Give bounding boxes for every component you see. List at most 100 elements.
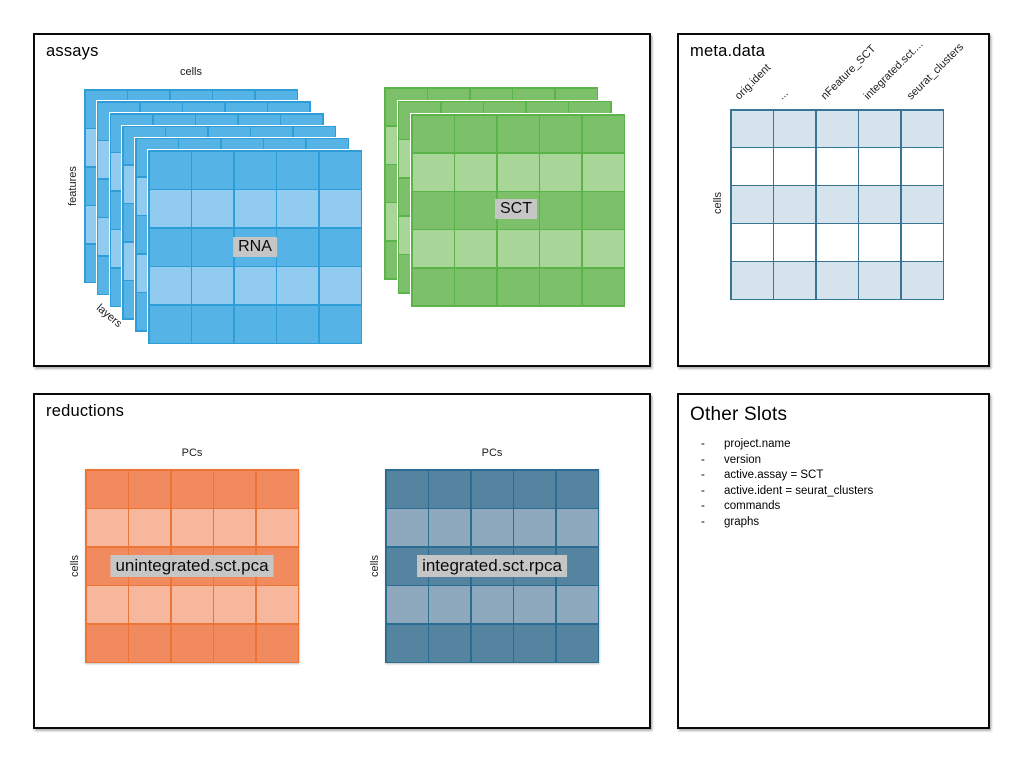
- matrix-cell: [514, 509, 555, 546]
- matrix-cell: [816, 148, 858, 185]
- matrix-cell: [901, 262, 943, 299]
- matrix-cell: [429, 586, 470, 623]
- matrix-cell: [859, 262, 900, 299]
- matrix-cell: [214, 470, 255, 508]
- matrix-cell: [277, 190, 318, 227]
- matrix-cell: [901, 186, 943, 223]
- matrix-cell: [540, 230, 581, 268]
- matrix-cell: [256, 624, 298, 662]
- matrix-cell: [429, 470, 470, 508]
- matrix-cell: [514, 586, 555, 623]
- dash-bullet: -: [701, 469, 705, 481]
- matrix-cell: [234, 305, 276, 343]
- matrix-cell: [386, 470, 428, 508]
- matrix-cell: [556, 509, 598, 546]
- slot-item: - active.assay = SCT: [701, 469, 873, 482]
- matrix-cell: [901, 224, 943, 261]
- pcs-axis-label: PCs: [181, 447, 203, 459]
- matrix-cell: [582, 268, 624, 306]
- matrix-cell: [859, 110, 900, 147]
- reductions-panel-title: reductions: [46, 402, 125, 420]
- matrix-cell: [774, 186, 815, 223]
- matrix-cell: [86, 509, 128, 546]
- matrix-cell: [277, 305, 318, 343]
- matrix-cell: [455, 268, 496, 306]
- dash-bullet: -: [701, 500, 705, 512]
- matrix-cell: [901, 110, 943, 147]
- matrix-cell: [192, 190, 233, 227]
- matrix-cell: [171, 586, 213, 623]
- unintegrated-pca-matrix: [85, 469, 299, 663]
- integrated-rpca-label: integrated.sct.rpca: [417, 555, 567, 577]
- matrix-cell: [471, 624, 513, 662]
- matrix-cell: [149, 305, 191, 343]
- matrix-cell: [582, 115, 624, 153]
- slot-item-text: active.assay = SCT: [724, 469, 824, 481]
- matrix-cell: [497, 268, 539, 306]
- other-slots-title: Other Slots: [690, 404, 788, 425]
- matrix-cell: [319, 151, 361, 189]
- matrix-cell: [192, 305, 233, 343]
- matrix-cell: [129, 586, 170, 623]
- matrix-cell: [129, 624, 170, 662]
- matrix-cell: [816, 224, 858, 261]
- matrix-cell: [277, 267, 318, 304]
- matrix-cell: [256, 586, 298, 623]
- dash-bullet: -: [701, 453, 705, 466]
- matrix-cell: [556, 586, 598, 623]
- slot-item: - graphs: [701, 516, 873, 529]
- matrix-cell: [86, 624, 128, 662]
- matrix-cell: [816, 186, 858, 223]
- matrix-cell: [540, 115, 581, 153]
- matrix-cell: [774, 262, 815, 299]
- matrix-cell: [471, 470, 513, 508]
- slot-item: - active.ident = seurat_clusters: [701, 484, 874, 498]
- matrix-cell: [171, 470, 213, 508]
- matrix-cell: [816, 110, 858, 147]
- matrix-cell: [412, 230, 454, 268]
- dash-bullet: -: [701, 438, 705, 450]
- matrix-cell: [412, 153, 454, 191]
- slot-item-text: commands: [724, 500, 781, 512]
- matrix-cell: [429, 509, 470, 546]
- matrix-cell: [859, 224, 900, 261]
- matrix-cell: [540, 268, 581, 306]
- matrix-cell: [582, 230, 624, 268]
- slot-item: - commands: [701, 500, 873, 513]
- matrix-cell: [497, 153, 539, 191]
- matrix-cell: [859, 148, 900, 185]
- matrix-cell: [214, 624, 255, 662]
- matrix-cell: [234, 151, 276, 189]
- matrix-cell: [774, 224, 815, 261]
- metadata-panel: meta.data orig.ident... nFeature_SCT integ…: [677, 33, 990, 367]
- rna-assay-label: RNA: [233, 237, 277, 257]
- matrix-cell: [214, 586, 255, 623]
- matrix-cell: [171, 509, 213, 546]
- matrix-cell: [471, 509, 513, 546]
- other-slots-list: - project.name - version - active.assay = SCT…: [701, 438, 874, 532]
- matrix-cell: [731, 148, 773, 185]
- matrix-cell: [129, 470, 170, 508]
- matrix-cell: [497, 115, 539, 153]
- unintegrated-pca-label: unintegrated.sct.pca: [110, 555, 274, 577]
- matrix-cell: [540, 192, 581, 229]
- matrix-cell: [234, 267, 276, 304]
- matrix-cell: [816, 262, 858, 299]
- reductions-panel: reductions PCs cells unintegrated.sct.pc…: [33, 393, 651, 729]
- matrix-cell: [277, 228, 318, 266]
- matrix-cell: [149, 267, 191, 304]
- matrix-cell: [455, 192, 496, 229]
- cells-axis-label: cells: [369, 554, 381, 578]
- matrix-cell: [514, 624, 555, 662]
- metadata-column-header: ...: [775, 87, 791, 103]
- matrix-cell: [234, 190, 276, 227]
- matrix-cell: [556, 624, 598, 662]
- matrix-cell: [731, 186, 773, 223]
- matrix-cell: [455, 230, 496, 268]
- matrix-cell: [774, 110, 815, 147]
- slot-item-text: active.ident = seurat_clusters: [724, 484, 874, 497]
- matrix-cell: [319, 305, 361, 343]
- matrix-cell: [256, 509, 298, 546]
- matrix-cell: [86, 586, 128, 623]
